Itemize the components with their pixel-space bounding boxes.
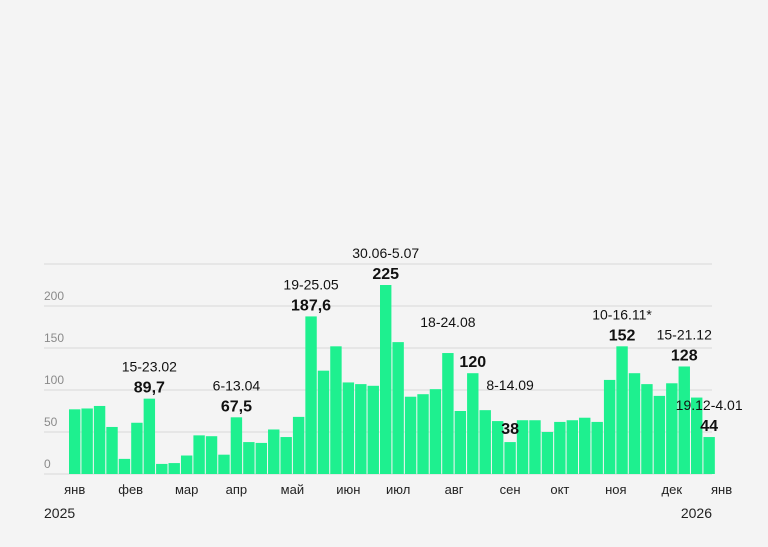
bar: [268, 429, 280, 474]
bar: [641, 384, 653, 474]
bar: [156, 463, 168, 474]
year-start-label: 2025: [44, 505, 75, 521]
bar: [703, 437, 715, 474]
bar: [666, 383, 678, 474]
bar: [454, 411, 467, 474]
bar: [81, 408, 93, 474]
bar: [529, 420, 541, 474]
x-tick-label: окт: [550, 482, 569, 497]
bar: [653, 395, 666, 474]
annotation-value: 38: [501, 421, 519, 438]
bar: [566, 420, 578, 474]
bar: [603, 379, 616, 474]
bar: [243, 442, 255, 474]
annotation-value: 128: [671, 347, 698, 364]
bar: [143, 398, 156, 474]
bar: [429, 389, 442, 474]
y-tick-label: 0: [44, 457, 51, 471]
annotation-value: 225: [372, 266, 399, 283]
annotation-date: 8-14.09: [486, 377, 534, 393]
bar: [280, 437, 292, 474]
bar: [305, 316, 317, 474]
x-tick-label: май: [281, 482, 304, 497]
x-tick-label: апр: [226, 482, 248, 497]
bar: [616, 346, 628, 474]
bar: [442, 353, 454, 474]
bar: [168, 463, 180, 474]
annotation-date: 15-21.12: [657, 326, 712, 342]
bar: [180, 455, 193, 474]
y-tick-label: 100: [44, 373, 64, 387]
bar: [93, 405, 106, 474]
x-tick-label: янв: [711, 482, 732, 497]
bar: [392, 342, 404, 474]
x-tick-label: мар: [175, 482, 198, 497]
annotation-value: 152: [609, 327, 636, 344]
bar: [491, 421, 504, 474]
bars: [69, 285, 715, 474]
bar: [628, 373, 641, 474]
bar: [355, 384, 367, 474]
bar: [516, 420, 529, 474]
bar: [367, 385, 379, 474]
annotation-date: 30.06-5.07: [352, 245, 419, 261]
year-end-label: 2026: [681, 505, 712, 521]
x-tick-label: июн: [336, 482, 360, 497]
annotation-date: 10-16.11*: [592, 306, 652, 322]
x-tick-label: дек: [662, 482, 683, 497]
bar: [380, 285, 392, 474]
x-tick-label: сен: [500, 482, 521, 497]
annotation-value: 89,7: [134, 380, 165, 397]
annotation-date: 18-24.08: [420, 314, 475, 330]
bar: [479, 410, 491, 474]
bar: [317, 370, 330, 474]
bar: [255, 442, 267, 474]
annotation-date: 6-13.04: [213, 377, 261, 393]
x-tick-label: июл: [386, 482, 410, 497]
x-tick-label: фев: [118, 482, 143, 497]
bar: [193, 435, 205, 474]
bar: [591, 421, 603, 474]
x-tick-label: авг: [445, 482, 464, 497]
y-tick-label: 200: [44, 289, 64, 303]
bar: [691, 397, 703, 474]
bar: [404, 396, 417, 474]
y-tick-label: 150: [44, 331, 64, 345]
bar: [106, 426, 118, 474]
x-tick-label: ноя: [605, 482, 626, 497]
bar: [118, 458, 131, 474]
bar: [541, 432, 554, 474]
bar: [69, 409, 81, 474]
bar: [218, 454, 230, 474]
bar: [467, 373, 479, 474]
x-tick-label: янв: [64, 482, 85, 497]
annotation-value: 44: [700, 418, 718, 435]
bar: [330, 346, 342, 474]
annotation-date: 19-25.05: [283, 276, 338, 292]
bar: [554, 421, 566, 474]
bar: [131, 422, 143, 474]
annotation-date: 19.12-4.01: [676, 397, 743, 413]
annotation-date: 15-23.02: [122, 359, 177, 375]
bar: [230, 417, 243, 474]
annotation-value: 120: [459, 354, 486, 371]
bar: [292, 416, 305, 474]
labels: 0 50 100 150 200 янв фев мар апр май июн июл авг сен о…: [44, 245, 743, 497]
annotation-value: 187,6: [291, 297, 331, 314]
bar: [678, 366, 690, 474]
bar: [579, 417, 591, 474]
bar: [342, 382, 355, 474]
annotation-value: 67,5: [221, 398, 252, 415]
bar: [417, 394, 429, 474]
bar: [504, 442, 516, 474]
bar: [205, 436, 218, 474]
y-tick-label: 50: [44, 415, 58, 429]
